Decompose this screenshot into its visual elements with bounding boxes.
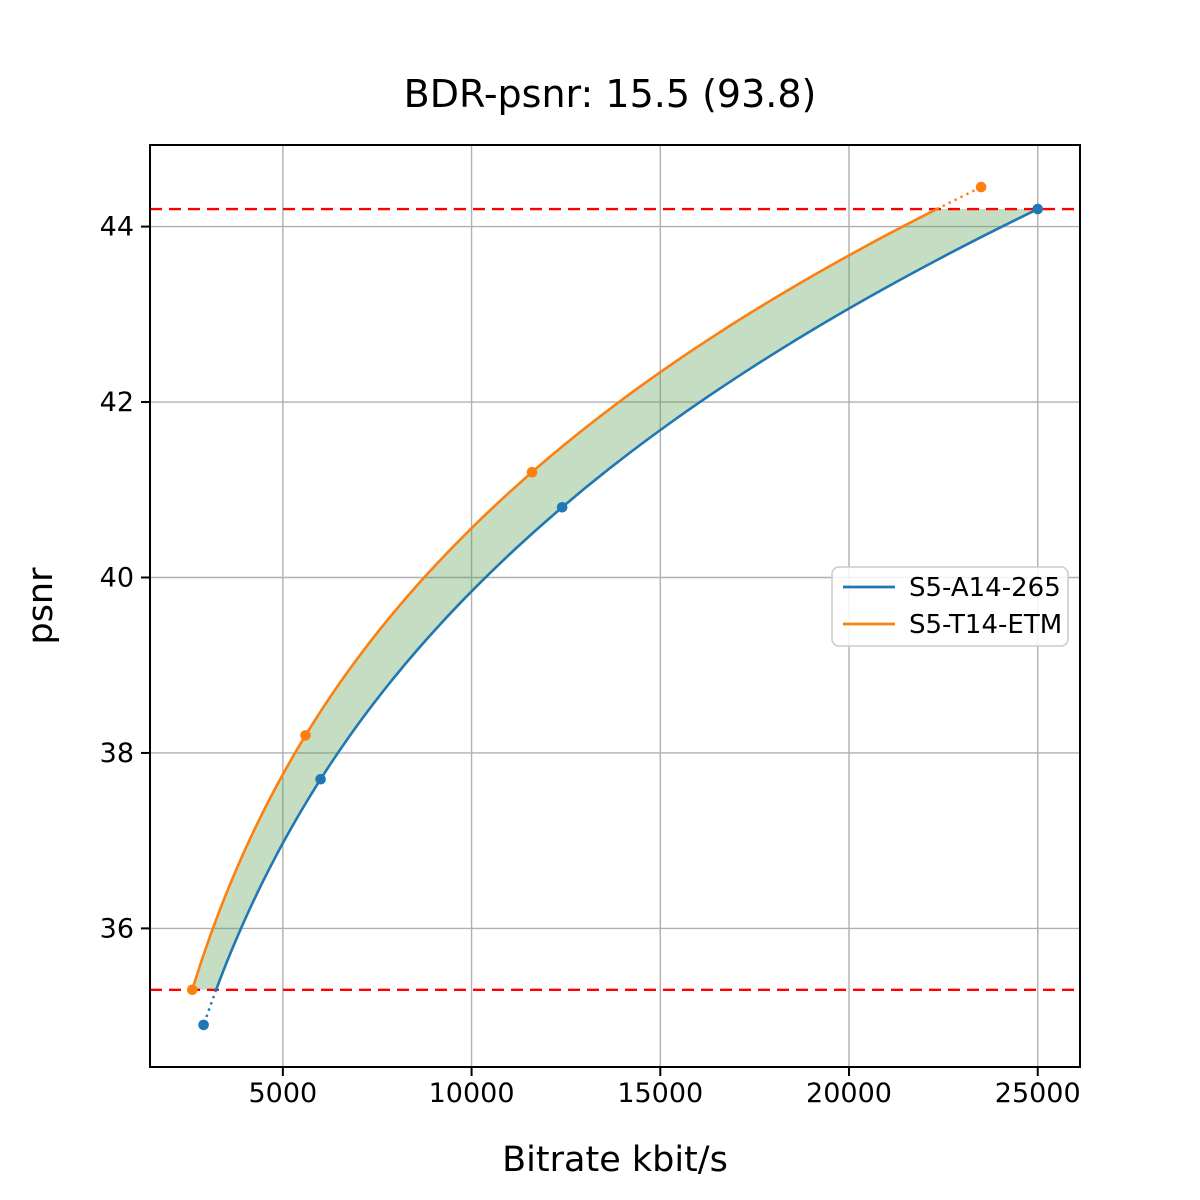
x-axis-label: Bitrate kbit/s — [502, 1140, 728, 1180]
legend-label-s5-t14-etm: S5-T14-ETM — [909, 610, 1062, 640]
x-tick-label-5000: 5000 — [248, 1078, 317, 1109]
series-marker-s5-a14-265 — [556, 502, 568, 513]
series-marker-s5-t14-etm — [526, 466, 538, 478]
y-tick-label-44: 44 — [100, 212, 134, 243]
tick-labels: 5000 10000 15000 20000 25000 36 38 40 42 44 — [100, 212, 1081, 1109]
x-tick-label-10000: 10000 — [429, 1078, 515, 1109]
series-marker-s5-t14-etm — [186, 984, 198, 996]
series-dotted-extension-high-s5-t14-etm — [936, 186, 982, 211]
series-marker-s5-a14-265 — [198, 1019, 209, 1031]
series-s5-t14-etm — [186, 181, 987, 996]
chart-title: BDR-psnr: 15.5 (93.8) — [404, 72, 817, 116]
series-marker-s5-t14-etm — [975, 181, 987, 193]
y-axis-label: psnr — [21, 567, 61, 645]
series-marker-s5-a14-265 — [315, 773, 326, 785]
x-tick-label-20000: 20000 — [806, 1078, 892, 1109]
series-line-s5-a14-265 — [214, 207, 1040, 992]
y-tick-label-40: 40 — [100, 562, 134, 593]
legend-label-s5-a14-265: S5-A14-265 — [909, 573, 1061, 603]
x-tick-label-15000: 15000 — [617, 1078, 703, 1109]
y-tick-label-42: 42 — [100, 387, 134, 418]
series-s5-a14-265 — [198, 203, 1044, 1031]
x-tick-label-25000: 25000 — [995, 1078, 1081, 1109]
grid — [150, 145, 1080, 1067]
axes-spines — [149, 144, 1081, 1068]
series-marker-s5-t14-etm — [300, 730, 311, 741]
y-tick-label-36: 36 — [100, 913, 134, 944]
tick-marks — [141, 225, 1039, 1076]
series-line-s5-t14-etm — [190, 207, 939, 992]
y-tick-label-38: 38 — [100, 738, 134, 769]
series-marker-s5-a14-265 — [1032, 203, 1044, 215]
legend: S5-A14-265 S5-T14-ETM — [831, 566, 1069, 647]
